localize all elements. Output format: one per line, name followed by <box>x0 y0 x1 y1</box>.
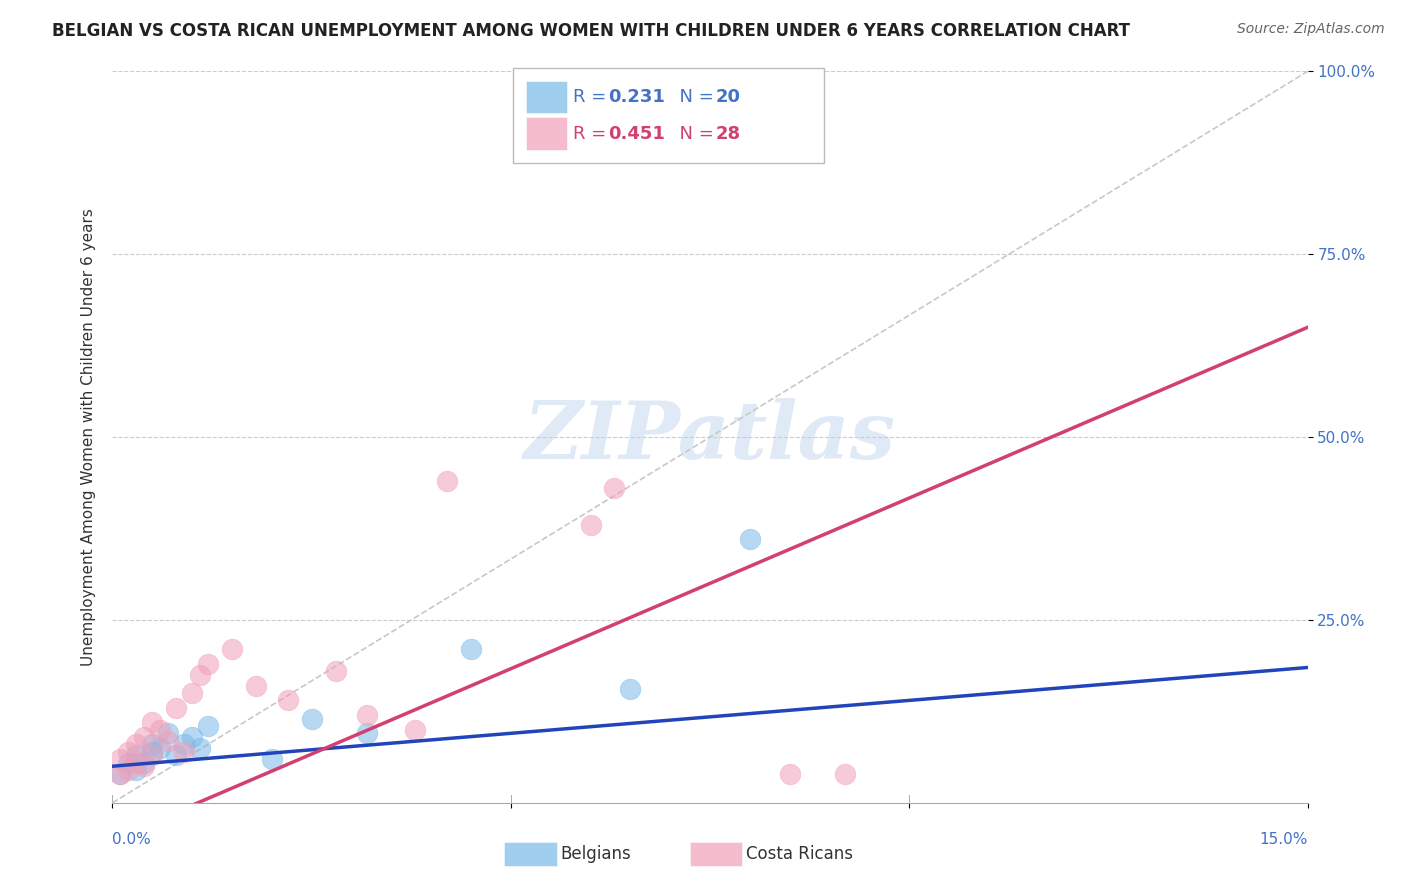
Text: 20: 20 <box>716 88 741 106</box>
Point <box>134 730 156 744</box>
Point <box>117 763 139 777</box>
Point <box>110 752 132 766</box>
Point <box>173 745 195 759</box>
Point <box>110 766 132 780</box>
Text: 0.0%: 0.0% <box>112 832 152 847</box>
Text: N =: N = <box>668 125 720 143</box>
Point <box>181 686 204 700</box>
Point <box>125 748 148 763</box>
Point <box>834 766 856 780</box>
Point <box>125 756 148 770</box>
Point <box>181 730 204 744</box>
Text: Source: ZipAtlas.com: Source: ZipAtlas.com <box>1237 22 1385 37</box>
Point <box>141 715 163 730</box>
Point <box>260 752 283 766</box>
Point <box>188 740 211 755</box>
Point <box>779 766 801 780</box>
Point <box>188 667 211 681</box>
Text: N =: N = <box>668 88 720 106</box>
Point <box>125 737 148 751</box>
Point <box>197 657 219 671</box>
Point <box>165 700 187 714</box>
Point <box>149 740 172 755</box>
Point <box>245 679 267 693</box>
Point <box>141 745 163 759</box>
Point <box>579 517 602 532</box>
Text: 28: 28 <box>716 125 741 143</box>
Point <box>157 733 180 747</box>
Point <box>277 693 299 707</box>
FancyBboxPatch shape <box>513 68 824 163</box>
Text: 15.0%: 15.0% <box>1260 832 1308 847</box>
FancyBboxPatch shape <box>526 81 567 113</box>
Point <box>197 719 219 733</box>
Point <box>356 708 378 723</box>
Text: ZIPatlas: ZIPatlas <box>524 399 896 475</box>
Point <box>117 756 139 770</box>
Point <box>134 756 156 770</box>
Point <box>110 766 132 780</box>
Point <box>404 723 426 737</box>
Text: 0.231: 0.231 <box>609 88 665 106</box>
Point <box>356 726 378 740</box>
Point <box>141 748 163 763</box>
Point <box>436 474 458 488</box>
Point <box>460 642 482 657</box>
Text: R =: R = <box>572 125 612 143</box>
Point <box>157 726 180 740</box>
FancyBboxPatch shape <box>526 118 567 150</box>
Point <box>141 737 163 751</box>
FancyBboxPatch shape <box>690 841 742 866</box>
Point <box>117 745 139 759</box>
Point <box>165 748 187 763</box>
Point <box>173 737 195 751</box>
Point <box>738 533 761 547</box>
Point <box>149 723 172 737</box>
Text: Costa Ricans: Costa Ricans <box>747 845 853 863</box>
Point <box>134 759 156 773</box>
Point <box>325 664 347 678</box>
FancyBboxPatch shape <box>505 841 557 866</box>
Point <box>619 682 641 697</box>
Text: 0.451: 0.451 <box>609 125 665 143</box>
Text: R =: R = <box>572 88 612 106</box>
Point <box>301 712 323 726</box>
Text: Belgians: Belgians <box>561 845 631 863</box>
Point <box>603 481 626 495</box>
Text: BELGIAN VS COSTA RICAN UNEMPLOYMENT AMONG WOMEN WITH CHILDREN UNDER 6 YEARS CORR: BELGIAN VS COSTA RICAN UNEMPLOYMENT AMON… <box>52 22 1129 40</box>
Point <box>125 763 148 777</box>
Y-axis label: Unemployment Among Women with Children Under 6 years: Unemployment Among Women with Children U… <box>80 208 96 666</box>
Point <box>221 642 243 657</box>
